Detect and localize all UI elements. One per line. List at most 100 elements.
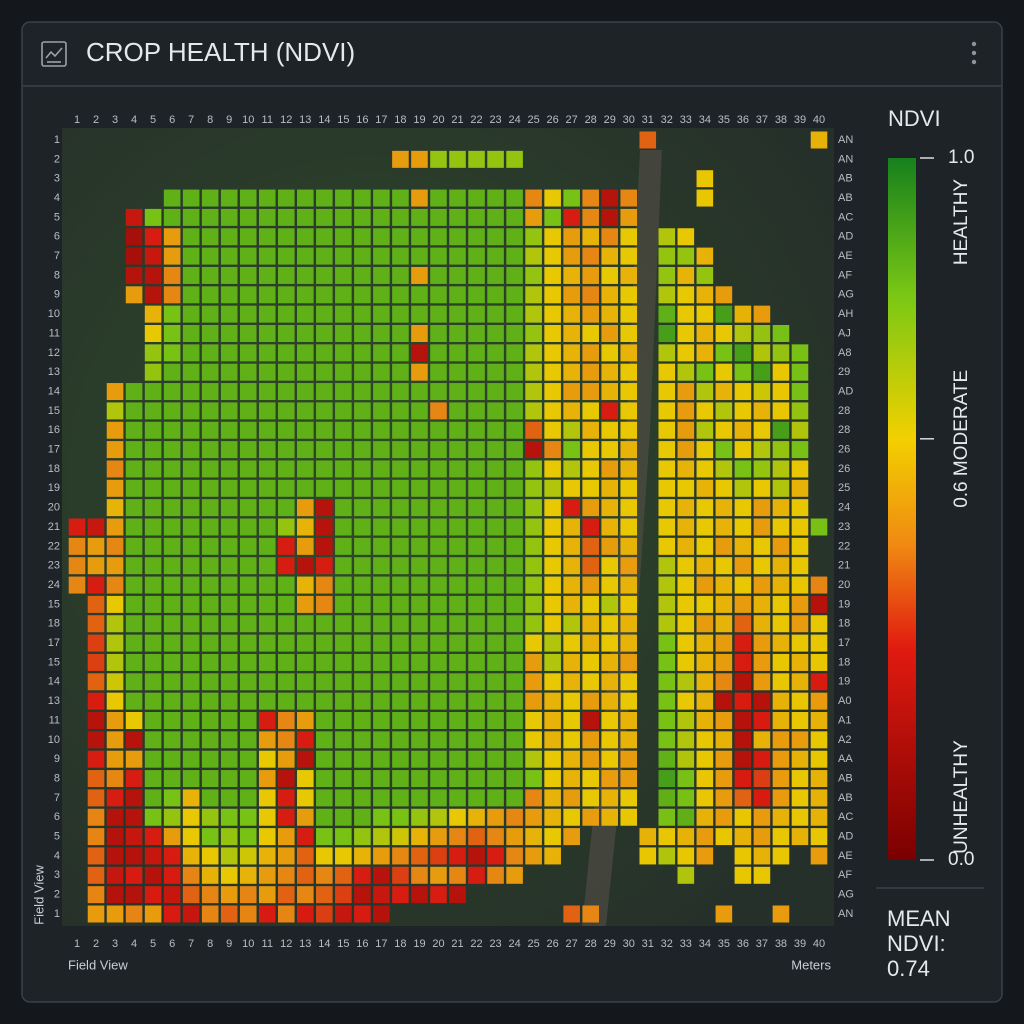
- cell: [677, 653, 695, 671]
- cell: [468, 344, 485, 362]
- menu-button[interactable]: [971, 41, 977, 65]
- cell: [87, 634, 105, 652]
- cell: [68, 518, 86, 536]
- cell: [411, 189, 428, 207]
- cell: [335, 866, 352, 884]
- cell: [525, 383, 542, 401]
- cell: [239, 363, 257, 381]
- cell: [563, 286, 580, 304]
- cell: [106, 653, 124, 671]
- cell: [144, 363, 162, 381]
- x-tick-label: 15: [337, 938, 349, 950]
- cell: [639, 847, 657, 865]
- cell: [411, 808, 428, 826]
- cell: [696, 653, 714, 671]
- cell: [163, 460, 181, 478]
- cell: [258, 208, 276, 226]
- cell: [144, 441, 162, 459]
- cell: [144, 808, 162, 826]
- cell: [392, 731, 409, 749]
- cell: [544, 750, 561, 768]
- cell: [411, 383, 428, 401]
- cell: [316, 595, 333, 613]
- cell: [125, 383, 143, 401]
- x-tick-label: 19: [413, 938, 425, 950]
- cell: [525, 460, 542, 478]
- x-tick-label: 14: [318, 938, 330, 950]
- cell: [430, 770, 447, 788]
- cell: [468, 576, 485, 594]
- cell: [753, 325, 771, 342]
- cell: [468, 731, 485, 749]
- y-tick-label: 15: [48, 656, 60, 668]
- cell: [582, 905, 599, 923]
- cell: [182, 634, 200, 652]
- cell: [487, 595, 504, 613]
- cell: [677, 673, 695, 691]
- cell: [677, 712, 695, 729]
- cell: [220, 789, 238, 807]
- cell: [544, 828, 561, 846]
- cell: [620, 247, 638, 265]
- unit-label: Meters: [791, 957, 831, 972]
- cell: [506, 305, 523, 323]
- y-tick-label: 15: [48, 405, 60, 417]
- cell: [201, 847, 219, 865]
- cell: [163, 344, 181, 362]
- cell: [297, 344, 314, 362]
- cell: [125, 537, 143, 555]
- cell: [582, 692, 599, 710]
- cell: [106, 770, 124, 788]
- cell: [468, 634, 485, 652]
- cell: [411, 499, 428, 517]
- cell: [316, 460, 333, 478]
- cell: [468, 208, 485, 226]
- cell: [563, 557, 580, 575]
- cell: [487, 305, 504, 323]
- cell: [677, 499, 695, 517]
- cell: [449, 653, 466, 671]
- cell: [220, 363, 238, 381]
- y-tick-label-right: AC: [838, 811, 853, 823]
- cell: [430, 286, 447, 304]
- cell: [297, 576, 314, 594]
- cell: [544, 499, 561, 517]
- cell: [411, 286, 428, 304]
- cell: [658, 479, 676, 497]
- cell: [258, 731, 276, 749]
- cell: [620, 460, 638, 478]
- cell: [620, 479, 638, 497]
- cell: [696, 808, 714, 826]
- cell: [772, 634, 790, 652]
- cell: [277, 615, 295, 633]
- cell: [258, 344, 276, 362]
- cell: [258, 441, 276, 459]
- cell: [696, 421, 714, 439]
- x-tick-label: 26: [547, 114, 559, 126]
- cell: [220, 828, 238, 846]
- cell: [658, 325, 676, 342]
- cell: [696, 441, 714, 459]
- cell: [144, 383, 162, 401]
- cell: [297, 189, 314, 207]
- cell: [201, 518, 219, 536]
- cell: [258, 286, 276, 304]
- cell: [449, 712, 466, 729]
- cell: [449, 325, 466, 342]
- cell: [696, 615, 714, 633]
- cell: [258, 479, 276, 497]
- cell: [316, 615, 333, 633]
- y-tick-label-right: 26: [838, 463, 850, 475]
- cell: [582, 479, 599, 497]
- y-tick-label-right: A2: [838, 734, 851, 746]
- cell: [772, 770, 790, 788]
- cell: [373, 770, 390, 788]
- cell: [392, 479, 409, 497]
- cell: [620, 576, 638, 594]
- cell: [392, 189, 409, 207]
- cell: [468, 441, 485, 459]
- cell: [392, 712, 409, 729]
- x-tick-label: 34: [699, 114, 711, 126]
- cell: [144, 208, 162, 226]
- cell: [487, 344, 504, 362]
